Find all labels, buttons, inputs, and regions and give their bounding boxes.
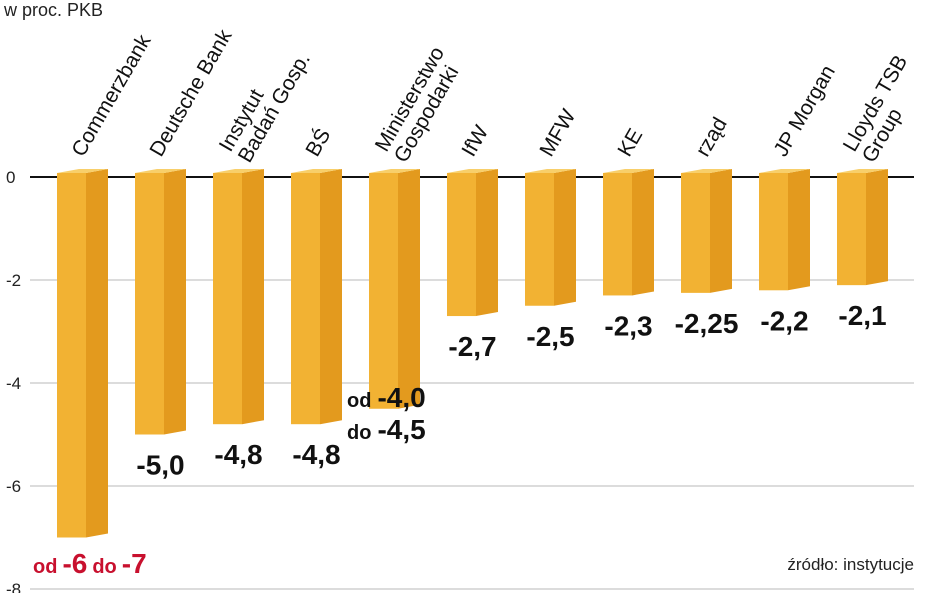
bar (213, 169, 264, 425)
category-label: BŚ (301, 124, 336, 160)
bar-front (291, 173, 320, 425)
value-label: -2,25 (675, 308, 739, 339)
bar-top (369, 169, 420, 173)
y-tick-label: -8 (6, 580, 21, 593)
value-label: -2,2 (760, 305, 808, 336)
bar-top (681, 169, 732, 173)
bar-side (554, 169, 576, 306)
bar (603, 169, 654, 296)
bar-front (603, 173, 632, 296)
category-label: MinisterstwoGospodarki (371, 43, 468, 167)
bar-side (320, 169, 342, 425)
y-tick-label: -2 (6, 271, 21, 290)
value-label: -2,7 (448, 331, 496, 362)
bar (837, 169, 888, 286)
bar-front (447, 173, 476, 317)
category-label: rząd (691, 114, 731, 161)
bar-top (291, 169, 342, 173)
value-label: -5,0 (136, 450, 184, 481)
bar-front (759, 173, 788, 291)
category-label: Commerzbank (67, 30, 155, 160)
bar-side (398, 169, 420, 409)
source-label: źródło: instytucje (787, 555, 914, 574)
category-label: MFW (535, 105, 580, 160)
bar-side (866, 169, 888, 286)
value-label: -4,8 (292, 439, 340, 470)
bar (57, 169, 108, 538)
y-tick-label: -6 (6, 477, 21, 496)
bar-front (213, 173, 242, 425)
value-label: -2,1 (838, 300, 886, 331)
bar (135, 169, 186, 435)
bar-top (759, 169, 810, 173)
bar-top (603, 169, 654, 173)
bar (291, 169, 342, 425)
bar-side (164, 169, 186, 435)
unit-label: w proc. PKB (3, 0, 103, 20)
bar (369, 169, 420, 409)
category-label: KE (613, 125, 647, 161)
y-tick-label: -4 (6, 374, 21, 393)
value-labels: od -6 do -7-5,0 -4,8 -4,8od -4,0do -4,5-2,7 -2,5… (33, 300, 887, 579)
y-tick-label: 0 (6, 168, 15, 187)
category-label: Lloyds TSBGroup (839, 51, 931, 166)
bar-front (837, 173, 866, 286)
bar (759, 169, 810, 291)
bar-front (681, 173, 710, 293)
y-axis-ticks: 0 -2 -4 -6 -8 (6, 168, 21, 593)
value-label: -4,8 (214, 439, 262, 470)
bar-side (632, 169, 654, 296)
bar-top (135, 169, 186, 173)
value-label: -2,5 (526, 321, 574, 352)
bar-top (525, 169, 576, 173)
bar-front (369, 173, 398, 409)
bar (447, 169, 498, 317)
bar-top (447, 169, 498, 173)
category-label: IfW (457, 122, 493, 161)
value-label: do -4,5 (347, 414, 426, 445)
bar-top (837, 169, 888, 173)
bar-side (788, 169, 810, 291)
bar-top (57, 169, 108, 173)
bar-top (213, 169, 264, 173)
category-label: InstytutBadań Gosp. (215, 38, 315, 167)
bar-front (57, 173, 86, 538)
bar-side (86, 169, 108, 538)
category-label: JP Morgan (769, 61, 840, 160)
bars (57, 169, 888, 538)
bar-front (525, 173, 554, 306)
bar (525, 169, 576, 306)
value-label: od -6 do -7 (33, 548, 147, 579)
bar (681, 169, 732, 293)
value-label: -2,3 (604, 310, 652, 341)
bar-side (242, 169, 264, 425)
value-label: od -4,0 (347, 382, 426, 413)
bar-side (710, 169, 732, 293)
bar-side (476, 169, 498, 317)
bar-front (135, 173, 164, 435)
